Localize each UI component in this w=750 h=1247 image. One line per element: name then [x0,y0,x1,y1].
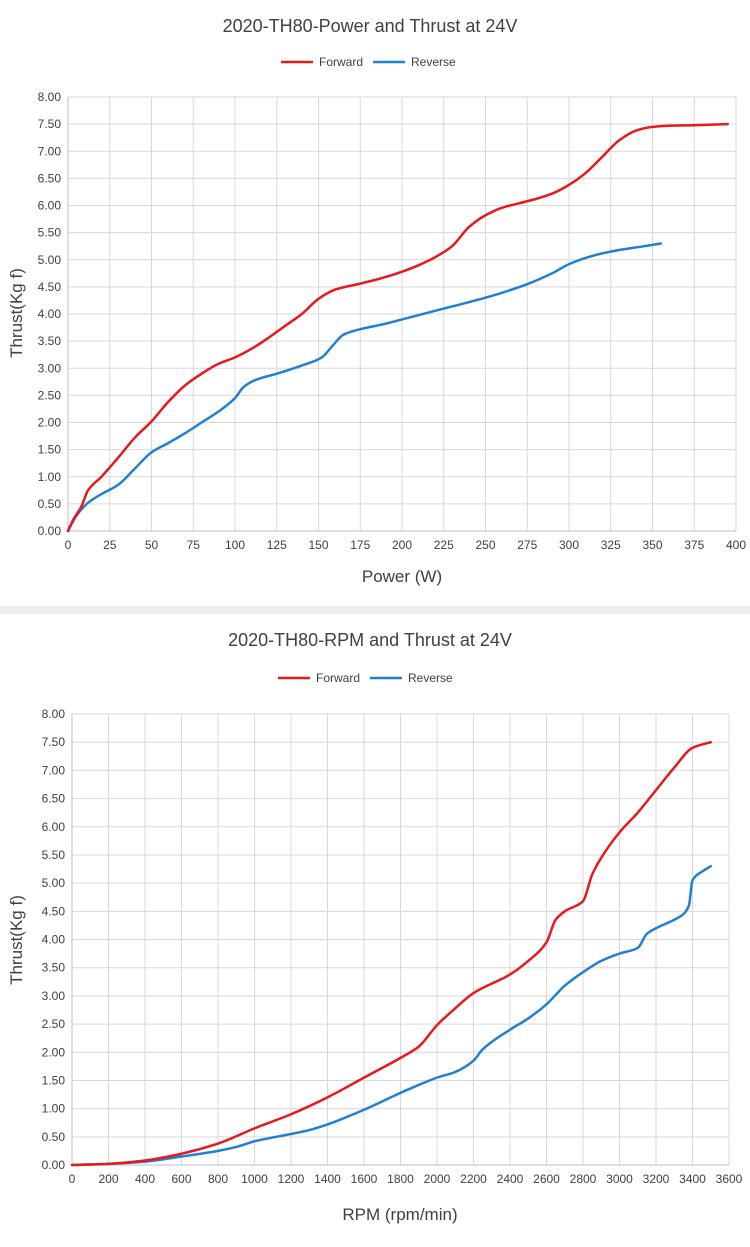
chart-title: 2020-TH80-Power and Thrust at 24V [223,16,518,36]
y-tick-label: 6.00 [42,820,66,834]
y-tick-label: 8.00 [38,90,62,104]
y-axis-title: Thrust(Kg f) [7,268,26,358]
x-tick-label: 2800 [570,1172,597,1186]
y-tick-label: 4.00 [42,933,66,947]
x-tick-label: 2000 [424,1172,451,1186]
y-tick-label: 6.00 [38,199,62,213]
x-tick-label: 25 [103,538,117,552]
x-tick-label: 50 [145,538,159,552]
grid [67,96,737,532]
power-thrust-chart-panel: 2020-TH80-Power and Thrust at 24V Forwar… [0,0,750,606]
rpm-thrust-chart-panel: 2020-TH80-RPM and Thrust at 24V Forward … [0,614,750,1247]
x-tick-label: 1800 [387,1172,414,1186]
y-tick-label: 2.00 [38,416,62,430]
x-axis-title: RPM (rpm/min) [342,1205,457,1224]
y-tick-label: 7.00 [42,763,66,777]
y-tick-label: 6.50 [38,171,62,185]
series-line-forward [66,122,729,533]
x-tick-label: 3600 [716,1172,743,1186]
chart-title: 2020-TH80-RPM and Thrust at 24V [228,630,512,650]
y-tick-label: 1.00 [38,470,62,484]
x-tick-label: 325 [601,538,621,552]
grid [71,713,730,1166]
legend-forward-label: Forward [319,55,363,69]
y-tick-label: 3.50 [42,961,66,975]
y-tick-label: 2.50 [38,388,62,402]
x-tick-label: 200 [392,538,412,552]
x-tick-label: 1000 [241,1172,268,1186]
x-tick-label: 400 [726,538,746,552]
y-tick-label: 1.50 [38,443,62,457]
x-tick-label: 600 [171,1172,191,1186]
x-tick-label: 2200 [460,1172,487,1186]
y-tick-label: 5.50 [38,226,62,240]
y-tick-label: 4.00 [38,307,62,321]
y-tick-label: 4.50 [38,280,62,294]
y-tick-label: 1.50 [42,1073,66,1087]
panel-divider [0,606,750,614]
x-tick-label: 400 [135,1172,155,1186]
x-tick-label: 375 [684,538,704,552]
x-axis-title: Power (W) [362,567,442,586]
x-tick-label: 800 [208,1172,228,1186]
y-tick-label: 7.50 [42,735,66,749]
x-tick-label: 175 [350,538,370,552]
rpm-thrust-chart: 2020-TH80-RPM and Thrust at 24V Forward … [7,630,743,1224]
x-tick-label: 0 [65,538,72,552]
y-tick-label: 0.50 [38,497,62,511]
series-line-forward [70,740,712,1167]
x-tick-label: 225 [434,538,454,552]
series-line-reverse [66,242,663,533]
x-tick-label: 275 [517,538,537,552]
legend-forward-label: Forward [316,671,360,685]
y-tick-label: 5.50 [42,848,66,862]
x-tick-label: 2600 [533,1172,560,1186]
y-tick-label: 2.50 [42,1017,66,1031]
y-tick-label: 2.00 [42,1045,66,1059]
legend-reverse-label: Reverse [411,55,456,69]
y-tick-label: 3.00 [42,989,66,1003]
x-tick-label: 200 [98,1172,118,1186]
legend-reverse-label: Reverse [408,671,453,685]
y-tick-label: 5.00 [38,253,62,267]
x-tick-label: 3000 [606,1172,633,1186]
x-tick-label: 1200 [278,1172,305,1186]
x-tick-label: 150 [308,538,328,552]
y-tick-label: 1.00 [42,1102,66,1116]
x-tick-label: 1600 [351,1172,378,1186]
x-tick-label: 300 [559,538,579,552]
y-axis-title: Thrust(Kg f) [7,895,26,985]
series-line-reverse [70,864,712,1167]
series-lines [66,122,729,533]
y-tick-label: 5.00 [42,876,66,890]
y-tick-label: 0.00 [42,1158,66,1172]
x-tick-label: 250 [475,538,495,552]
legend: Forward Reverse [281,55,456,69]
x-tick-label: 3400 [679,1172,706,1186]
x-tick-label: 2400 [497,1172,524,1186]
y-tick-label: 6.50 [42,792,66,806]
x-tick-label: 350 [642,538,662,552]
x-tick-label: 100 [225,538,245,552]
legend: Forward Reverse [278,671,453,685]
y-tick-label: 0.00 [38,524,62,538]
series-lines [70,740,712,1167]
tick-labels: 0.00 0.50 1.00 1.50 2.00 2.50 3.00 3.50 4.00 4.50… [38,90,747,552]
x-tick-label: 125 [267,538,287,552]
power-thrust-chart: 2020-TH80-Power and Thrust at 24V Forwar… [7,16,747,586]
y-tick-label: 8.00 [42,707,66,721]
y-tick-label: 7.00 [38,144,62,158]
tick-labels: 0.00 0.50 1.00 1.50 2.00 2.50 3.00 3.50 4.00 4.50… [42,707,743,1186]
y-tick-label: 4.50 [42,904,66,918]
x-tick-label: 1400 [314,1172,341,1186]
x-tick-label: 0 [69,1172,76,1186]
y-tick-label: 0.50 [42,1130,66,1144]
y-tick-label: 3.00 [38,361,62,375]
x-tick-label: 3200 [643,1172,670,1186]
y-tick-label: 3.50 [38,334,62,348]
y-tick-label: 7.50 [38,117,62,131]
x-tick-label: 75 [187,538,201,552]
